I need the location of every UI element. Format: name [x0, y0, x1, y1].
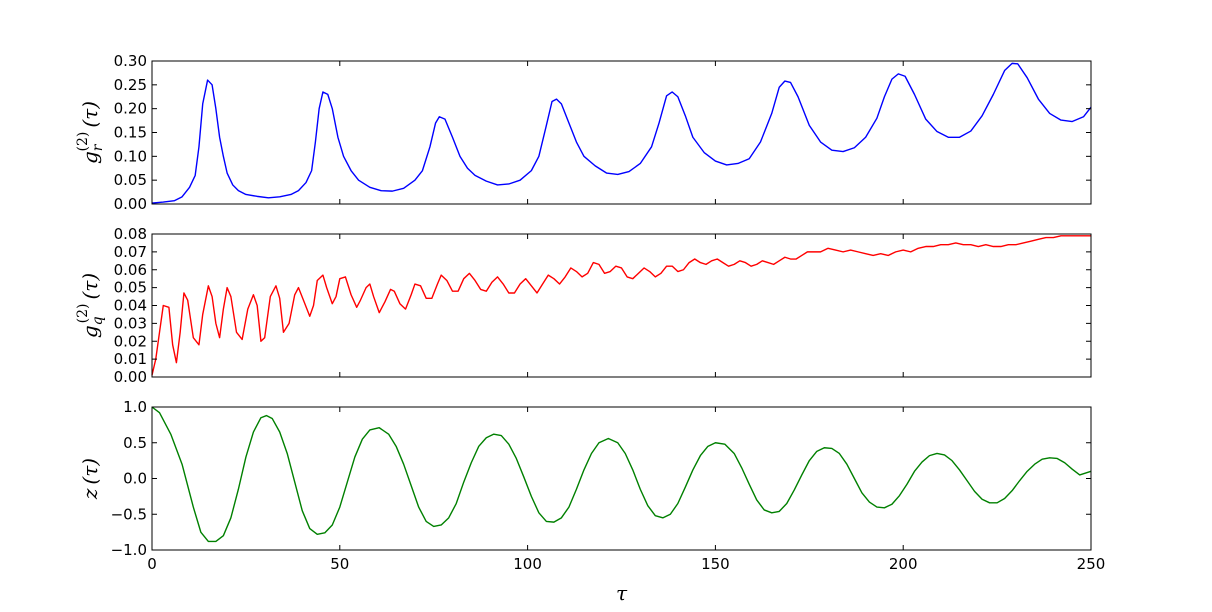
panel-z: −1.0 −0.5 0.0 0.5 1.0 0 50 100 150 200 250 z(τ) τ	[78, 398, 1105, 605]
x-tick-label: 0	[147, 555, 157, 573]
y-tick-label-gq2: 0.06	[114, 261, 147, 279]
panel-gr2: 0.00 0.05 0.10 0.15 0.20 0.25 0.30 gr(2)(τ)	[75, 52, 1092, 213]
x-tick-label: 150	[701, 555, 730, 573]
panel-gq2: 0.000.010.020.030.040.050.060.070.08 gq(2…	[75, 225, 1092, 386]
y-tick-label-z: −0.5	[111, 505, 147, 523]
y-tick-label-gr2: 0.25	[114, 76, 147, 94]
y-tick-label-gr2: 0.30	[114, 52, 147, 70]
y-axis-label-gq2: gq(2)(τ)	[75, 273, 106, 338]
series-line-z	[151, 406, 1092, 543]
y-tick-label-gq2: 0.04	[114, 297, 147, 315]
y-tick-label-gr2: 0.00	[114, 195, 147, 213]
y-tick-label-gr2: 0.10	[114, 147, 147, 165]
y-tick-label-gq2: 0.00	[114, 368, 147, 386]
series-line-gr2	[151, 62, 1092, 204]
y-tick-label-gr2: 0.15	[114, 124, 147, 142]
x-tick-label: 50	[330, 555, 349, 573]
x-tick-label: 250	[1077, 555, 1106, 573]
y-axis-label-gr2: gr(2)(τ)	[75, 101, 106, 164]
plot-frame-z	[151, 406, 1092, 551]
y-tick-label-gq2: 0.08	[114, 225, 147, 243]
y-tick-label-gq2: 0.05	[114, 279, 147, 297]
x-axis-label: τ	[616, 581, 628, 605]
y-tick-label-gr2: 0.05	[114, 171, 147, 189]
plot-frame-gr2	[151, 60, 1092, 205]
y-tick-label-z: −1.0	[111, 541, 147, 559]
x-tick-label: 100	[513, 555, 542, 573]
y-tick-label-gq2: 0.03	[114, 314, 147, 332]
y-tick-label-gq2: 0.07	[114, 243, 147, 261]
y-tick-label-gq2: 0.01	[114, 350, 147, 368]
y-tick-label-z: 0.5	[123, 434, 147, 452]
x-tick-label: 200	[889, 555, 918, 573]
series-line-gq2	[151, 235, 1091, 376]
y-tick-label-gq2: 0.02	[114, 332, 147, 350]
y-tick-label-z: 0.0	[123, 470, 147, 488]
y-tick-label-gr2: 0.20	[114, 100, 147, 118]
y-axis-label-z: z(τ)	[78, 458, 102, 500]
y-tick-label-z: 1.0	[123, 398, 147, 416]
